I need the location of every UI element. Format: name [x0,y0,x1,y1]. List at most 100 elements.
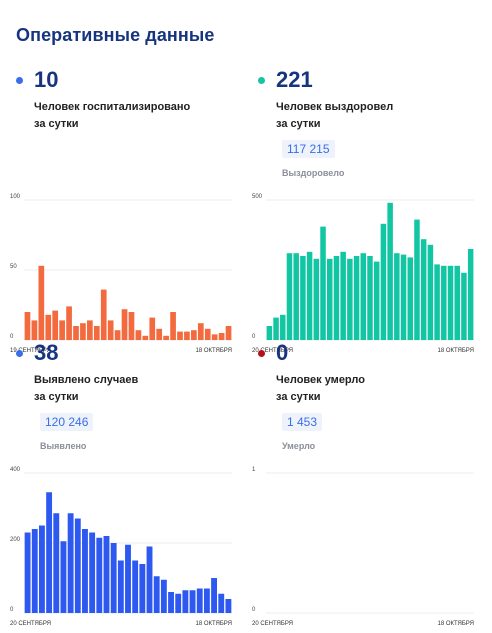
bar [121,309,128,340]
bar [132,560,139,613]
bar [53,513,60,613]
bar [59,320,65,340]
bar [204,328,211,340]
bar [170,312,176,340]
bar [114,330,121,340]
bar [340,251,346,340]
chart-svg: 0 200 400 20 СЕНТЯБРЯ 18 ОКТЯБРЯ [10,467,232,627]
chart-svg: 0 1 20 СЕНТЯБРЯ 18 ОКТЯБРЯ [252,467,474,627]
bar [31,320,38,340]
cases-count: 38 [34,340,59,365]
recovered-count: 221 [276,67,313,92]
deaths-chart: 0 1 20 СЕНТЯБРЯ 18 ОКТЯБРЯ [252,463,482,633]
bar [110,543,117,613]
bar [225,599,232,613]
bar [46,492,53,613]
y-tick-label: 400 [10,467,21,473]
x-start-label: 20 СЕНТЯБРЯ [10,621,51,627]
y-tick-label: 500 [252,194,263,200]
bar [333,256,340,340]
y-tick-label: 1 [252,467,256,473]
hospitalized-panel: 10 Человек госпитализировано за сутки 0 5… [10,60,240,360]
bullet-dot-icon [16,349,23,357]
bar [326,258,333,340]
x-start-label: 20 СЕНТЯБРЯ [252,348,293,354]
bar [407,257,414,340]
bar [400,254,407,340]
recovered-panel: 221 Человек выздоровел за сутки 117 215 … [252,60,482,360]
recovered-total: 117 215 [282,140,335,158]
bar [73,326,79,340]
bar [293,253,299,340]
bar [156,328,163,340]
bar [420,239,427,340]
bar [160,579,167,613]
recovered-description: Человек выздоровел за сутки [276,101,394,130]
bar [182,590,189,613]
bar [103,536,110,613]
bar [447,265,454,340]
bar [100,289,107,340]
chart-svg: 0 500 20 СЕНТЯБРЯ 18 ОКТЯБРЯ [252,194,474,354]
bar [45,314,52,340]
bar [211,578,218,613]
bar [31,529,38,613]
bar [280,314,286,340]
bar [146,546,153,613]
bar [427,244,434,340]
bar [380,223,387,340]
bar [225,326,232,340]
bar [273,317,279,340]
bar [353,256,360,340]
x-start-label: 20 СЕНТЯБРЯ [252,621,293,627]
bar [38,525,45,613]
bar [266,326,273,340]
bar [320,226,326,340]
bar [300,256,306,340]
y-tick-label: 50 [10,264,17,270]
y-tick-label: 100 [10,194,21,200]
bar [82,529,88,613]
bar [286,253,293,340]
bar [454,265,460,340]
bar [163,335,169,340]
bar [60,541,67,613]
x-start-label: 19 СЕНТЯБРЯ [10,348,51,354]
bar [24,312,31,340]
bullet-dot-icon [258,76,265,84]
hospitalized-count: 10 [34,67,59,92]
bar [441,265,447,340]
deaths-panel: 0 Человек умерло за сутки 1 453 Умерло 0… [252,333,482,633]
bar [313,258,320,340]
bar [107,320,114,340]
y-tick-label: 0 [252,334,256,340]
bar [373,261,380,340]
bar [128,312,135,340]
y-tick-label: 0 [10,334,14,340]
bar [175,593,182,613]
cases-total: 120 246 [40,413,94,431]
bullet-dot-icon [258,349,265,357]
bar [153,576,160,613]
bar [168,592,174,613]
cases-total-label: Выявлено [40,441,87,451]
bar [461,272,467,340]
bar [38,265,45,340]
bar [211,334,218,340]
cases-panel: 38 Выявлено случаев за сутки 120 246 Выя… [10,333,240,633]
cases-chart: 0 200 400 20 СЕНТЯБРЯ 18 ОКТЯБРЯ [10,463,240,633]
bar [87,320,93,340]
x-end-label: 18 ОКТЯБРЯ [437,348,474,354]
bar [184,331,190,340]
page-title: Оперативные данные [16,25,215,45]
bar [387,202,393,340]
bar [218,333,225,340]
recovered-chart: 0 500 20 СЕНТЯБРЯ 18 ОКТЯБРЯ [252,190,482,360]
bar [96,537,103,613]
cases-description: Выявлено случаев за сутки [34,374,139,403]
bar [203,588,210,613]
bar [306,251,313,340]
bar [142,335,149,340]
bar [135,330,142,340]
bar [177,331,183,340]
